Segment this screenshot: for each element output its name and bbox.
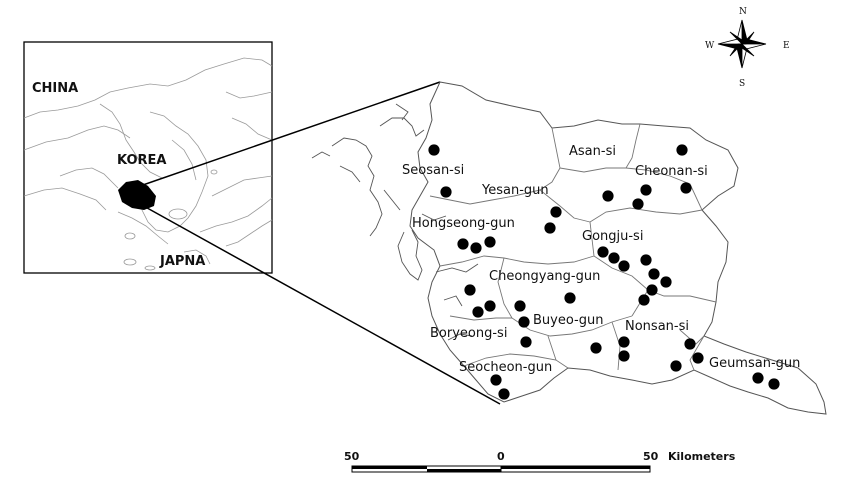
label-seosan-si: Seosan-si <box>402 163 464 178</box>
sample-site-marker <box>676 144 688 156</box>
sample-site-marker <box>632 198 644 210</box>
label-cheonan-si: Cheonan-si <box>635 164 708 179</box>
label-japan: JAPNA <box>159 254 205 269</box>
inset-frame <box>23 41 273 274</box>
sample-site-marker <box>514 300 526 312</box>
label-asan-si: Asan-si <box>569 144 616 159</box>
label-boryeong-si: Boryeong-si <box>430 326 507 341</box>
compass-rose: N S W E <box>705 7 790 89</box>
sample-site-marker <box>618 350 630 362</box>
province-outline <box>409 81 827 415</box>
zoom-connector-lines <box>139 81 501 405</box>
sample-site-marker <box>752 372 764 384</box>
label-geumsan-gun: Geumsan-gun <box>709 356 800 371</box>
sample-site-marker <box>648 268 660 280</box>
coastline-detail <box>311 103 479 341</box>
sample-site-marker <box>618 336 630 348</box>
sample-site-marker <box>498 388 510 400</box>
sample-site-marker <box>440 186 452 198</box>
label-buyeo-gun: Buyeo-gun <box>533 313 603 328</box>
study-area-highlight <box>118 180 156 210</box>
sample-site-marker <box>470 242 482 254</box>
sample-site-marker <box>692 352 704 364</box>
main-map: Seosan-si Asan-si Cheonan-si Yesan-gun H… <box>311 81 827 415</box>
compass-s: S <box>739 79 745 89</box>
scale-segment-3 <box>501 466 650 469</box>
compass-e: E <box>783 41 790 51</box>
label-gongju-si: Gongju-si <box>582 229 643 244</box>
sample-site-marker <box>684 338 696 350</box>
label-yesan-gun: Yesan-gun <box>481 183 549 198</box>
sample-site-marker <box>646 284 658 296</box>
sample-site-marker <box>464 284 476 296</box>
sample-site-marker <box>597 246 609 258</box>
scale-label-left: 50 <box>344 450 360 463</box>
scale-segment-1 <box>352 466 427 469</box>
compass-w: W <box>705 41 715 51</box>
sample-site-marker <box>618 260 630 272</box>
sample-site-marker <box>640 254 652 266</box>
sample-site-marker <box>660 276 672 288</box>
inset-map: CHINA KOREA JAPNA <box>23 41 273 274</box>
sample-site-marker <box>484 300 496 312</box>
scale-unit-label: Kilometers <box>668 450 736 463</box>
label-hongseong-gun: Hongseong-gun <box>412 216 515 231</box>
sample-site-marker <box>484 236 496 248</box>
label-seocheon-gun: Seocheon-gun <box>459 360 552 375</box>
compass-star-icon <box>717 19 767 69</box>
scale-label-center: 0 <box>497 450 505 463</box>
sample-site-marker <box>608 252 620 264</box>
label-cheongyang-gun: Cheongyang-gun <box>489 269 600 284</box>
compass-n: N <box>739 7 747 17</box>
district-labels: Seosan-si Asan-si Cheonan-si Yesan-gun H… <box>402 144 800 375</box>
sample-site-marker <box>768 378 780 390</box>
scale-label-right: 50 <box>643 450 659 463</box>
label-china: CHINA <box>32 81 78 96</box>
district-boundaries <box>429 123 717 371</box>
sample-site-marker <box>490 374 502 386</box>
sample-site-marker <box>472 306 484 318</box>
sample-site-marker <box>638 294 650 306</box>
label-nonsan-si: Nonsan-si <box>625 319 689 334</box>
sample-site-marker <box>670 360 682 372</box>
sample-sites <box>428 144 780 400</box>
sample-site-marker <box>550 206 562 218</box>
sample-site-marker <box>544 222 556 234</box>
sample-site-marker <box>457 238 469 250</box>
sample-site-marker <box>518 316 530 328</box>
sample-site-marker <box>428 144 440 156</box>
sample-site-marker <box>590 342 602 354</box>
sample-site-marker <box>564 292 576 304</box>
sample-site-marker <box>680 182 692 194</box>
scale-bar: 50 0 50 Kilometers <box>344 450 736 473</box>
inset-coastlines <box>23 57 273 271</box>
sample-site-marker <box>602 190 614 202</box>
sample-site-marker <box>640 184 652 196</box>
sample-site-marker <box>520 336 532 348</box>
label-korea: KOREA <box>117 153 167 168</box>
scale-segment-2 <box>427 469 501 472</box>
